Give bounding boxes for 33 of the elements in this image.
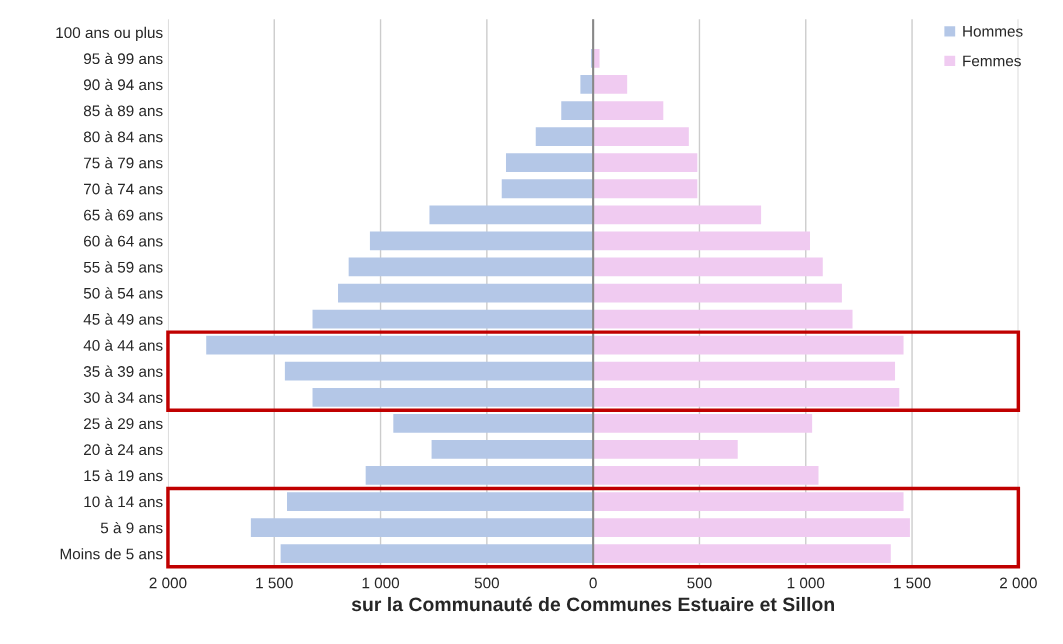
y-tick-label: 30 à 34 ans xyxy=(83,391,163,403)
x-tick-label: 500 xyxy=(687,577,712,589)
legend-label: Hommes xyxy=(963,26,1023,37)
legend-label: Femmes xyxy=(963,55,1021,67)
y-tick-label: 90 à 94 ans xyxy=(83,78,163,91)
x-tick-label: 2 000 xyxy=(149,577,187,589)
x-tick-label: 1 500 xyxy=(256,577,293,589)
y-tick-label: 5 à 9 ans xyxy=(100,521,163,534)
y-tick-label: 75 à 79 ans xyxy=(84,156,163,169)
y-tick-label: 70 à 74 ans xyxy=(84,183,163,195)
x-tick-label: 1 500 xyxy=(894,577,931,589)
y-tick-label: 10 à 14 ans xyxy=(84,495,163,508)
y-tick-label: 55 à 59 ans xyxy=(83,261,163,273)
y-tick-label: 80 à 84 ans xyxy=(83,130,163,143)
y-tick-label: 20 à 24 ans xyxy=(84,443,163,456)
y-tick-label: 45 à 49 ans xyxy=(83,313,163,325)
x-tick-label: 1 000 xyxy=(362,577,400,589)
y-tick-label: 85 à 89 ans xyxy=(83,104,163,117)
y-tick-label: 100 ans ou plus xyxy=(56,26,163,42)
x-tick-label: 1 000 xyxy=(787,577,825,589)
x-tick-label: 500 xyxy=(474,577,499,589)
y-tick-label: Moins de 5 ans xyxy=(60,548,163,560)
x-tick-label: 0 xyxy=(589,577,597,589)
y-tick-label: 35 à 39 ans xyxy=(83,365,163,377)
y-tick-label: 65 à 69 ans xyxy=(84,209,163,221)
y-tick-label: 60 à 64 ans xyxy=(84,235,163,247)
x-tick-label: 2 000 xyxy=(1000,577,1037,589)
y-tick-label: 15 à 19 ans xyxy=(84,469,163,482)
y-tick-label: 50 à 54 ans xyxy=(83,287,163,299)
y-tick-label: 95 à 99 ans xyxy=(83,52,163,65)
x-axis-title: sur la Communauté de Communes Estuaire et Sillon xyxy=(351,596,834,612)
y-tick-label: 40 à 44 ans xyxy=(83,339,163,351)
y-tick-label: 25 à 29 ans xyxy=(84,417,163,430)
